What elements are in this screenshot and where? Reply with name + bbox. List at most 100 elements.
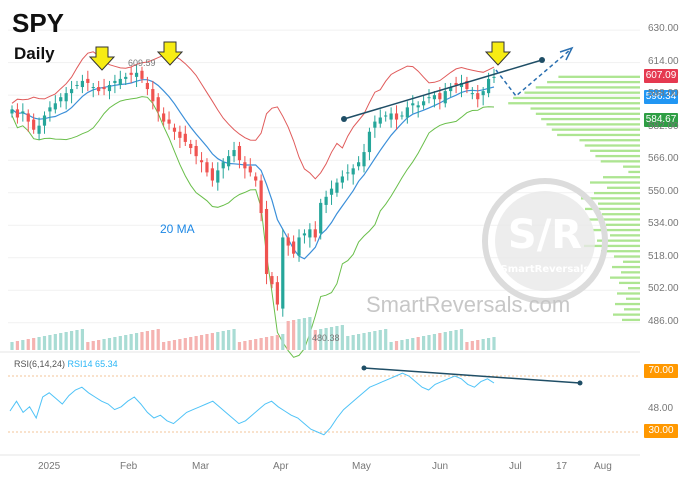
profile-bar: [598, 202, 640, 205]
candle-body: [59, 97, 63, 102]
volume-bar: [470, 341, 474, 350]
volume-bar: [124, 335, 128, 350]
volume-bar: [156, 329, 160, 350]
candle-body: [86, 78, 90, 83]
candle-body: [270, 276, 274, 285]
volume-bar: [362, 333, 366, 350]
y-tick-label: 598.00: [648, 88, 679, 100]
candle-body: [329, 188, 334, 195]
volume-bar: [270, 336, 274, 350]
volume-bar: [86, 342, 90, 350]
profile-bar: [600, 160, 640, 163]
volume-bar: [107, 338, 112, 350]
profile-bar: [619, 281, 640, 285]
candle-body: [162, 113, 166, 122]
yellow-arrows: [88, 41, 512, 71]
rsi-trend-point: [361, 365, 367, 371]
candle-body: [297, 237, 301, 256]
volume-bar: [97, 340, 101, 350]
profile-bar: [617, 292, 640, 295]
profile-bar: [597, 239, 640, 242]
rsi-divergence-line: [363, 367, 581, 384]
candle-body: [129, 72, 133, 75]
candle-body: [32, 119, 36, 130]
volume-bar: [357, 334, 361, 350]
volume-bar: [351, 335, 355, 350]
candle-body: [205, 162, 209, 173]
candle-body: [264, 208, 269, 275]
candle-body: [292, 241, 296, 254]
candle-body: [378, 117, 382, 124]
logo-sub-text: SmartReversals: [501, 264, 590, 275]
x-tick-label: Aug: [594, 461, 612, 472]
candle-body: [243, 162, 247, 169]
candle-body: [357, 162, 361, 167]
volume-bar: [102, 339, 106, 350]
volume-bar: [319, 329, 323, 350]
profile-bar: [590, 181, 640, 184]
volume-bar: [199, 335, 204, 350]
profile-bar: [622, 318, 640, 322]
candle-body: [178, 131, 182, 138]
volume-bar: [145, 331, 149, 350]
candle-body: [346, 172, 350, 174]
candle-body: [319, 202, 323, 234]
candle-body: [465, 80, 469, 90]
y-tick-label: 630.00: [648, 23, 679, 35]
profile-bar: [584, 244, 640, 248]
rsi-label: RSI(6,14,24) RSI14 65.34: [14, 359, 118, 369]
profile-bar: [595, 154, 640, 158]
volume-bar: [416, 337, 420, 350]
candle-body: [107, 85, 112, 92]
candle-body: [367, 131, 372, 153]
candle-body: [486, 78, 491, 94]
profile-bar: [585, 207, 640, 211]
profile-bar: [623, 260, 640, 263]
volume-bar: [308, 317, 312, 350]
candle-body: [53, 103, 57, 110]
candle-body: [335, 182, 339, 193]
profile-bar: [626, 297, 640, 300]
y-tick-label: 582.00: [648, 120, 679, 132]
candle-body: [286, 237, 290, 246]
volume-bar: [248, 340, 252, 350]
volume-bars: [10, 317, 496, 350]
volume-bar: [194, 336, 198, 350]
profile-bar: [607, 186, 640, 189]
volume-bar: [183, 338, 187, 350]
candle-body: [394, 113, 399, 120]
candle-body: [91, 87, 95, 89]
volume-bar: [75, 330, 79, 350]
x-tick-label: Feb: [120, 461, 138, 472]
volume-bar: [259, 338, 263, 350]
volume-bar: [394, 341, 399, 350]
candle-body: [221, 162, 225, 169]
candle-body: [134, 72, 139, 77]
candle-body: [362, 152, 366, 167]
candle-body: [97, 87, 101, 92]
candle-body: [259, 180, 263, 214]
volume-bar: [324, 328, 328, 350]
candle-body: [481, 91, 485, 96]
volume-bar: [243, 341, 247, 350]
candle-body: [118, 78, 122, 86]
rsi-trend-point: [577, 380, 583, 386]
candle-body: [167, 119, 171, 124]
profile-bar: [524, 91, 640, 94]
profile-bar: [557, 133, 640, 137]
candle-body: [64, 93, 68, 102]
volume-bar: [373, 331, 377, 350]
bollinger-bands: [11, 51, 495, 358]
x-tick-label: Apr: [273, 461, 289, 472]
volume-bar: [162, 342, 166, 350]
volume-bar: [432, 334, 437, 350]
candle-body: [438, 93, 442, 100]
profile-bar: [579, 139, 640, 142]
volume-bar: [118, 336, 122, 350]
volume-bar: [32, 338, 36, 350]
down-arrow-marker: [484, 41, 512, 66]
volume-bar: [302, 318, 307, 350]
volume-bar: [427, 335, 431, 350]
volume-bar: [389, 342, 393, 350]
volume-bar: [411, 338, 415, 350]
